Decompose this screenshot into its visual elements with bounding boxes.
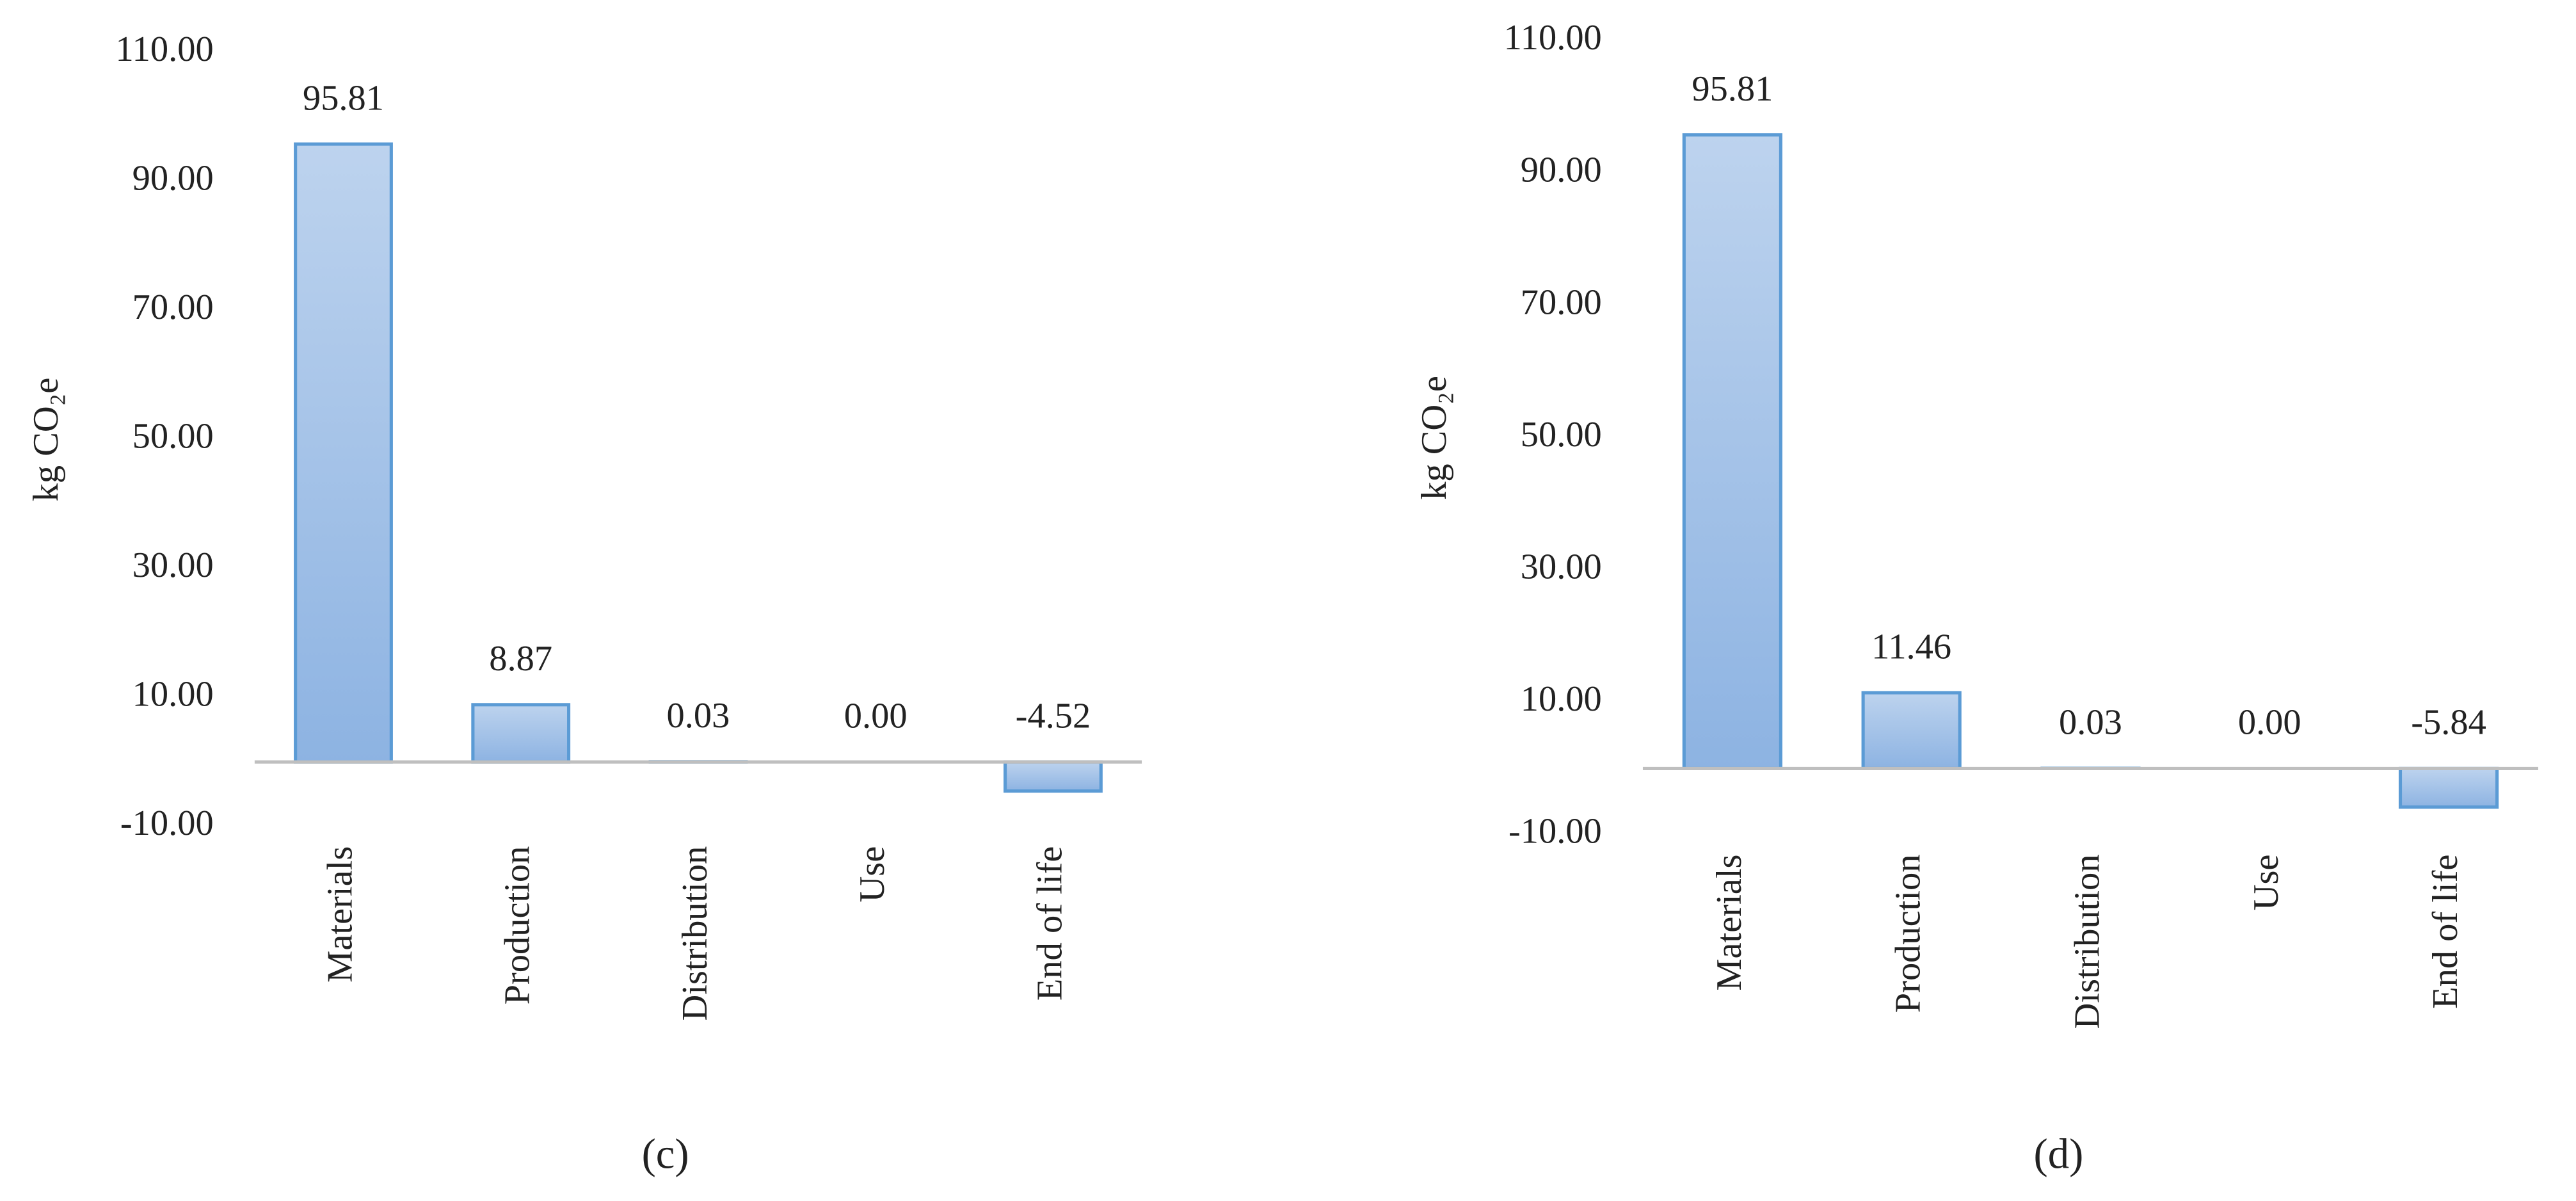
y-tick-label: 30.00 <box>132 545 214 585</box>
y-tick-label: 90.00 <box>132 159 214 198</box>
caption: (c) <box>642 1131 689 1178</box>
x-tick-label: Materials <box>1709 855 1749 991</box>
x-tick-label: End of life <box>2426 855 2465 1009</box>
bar <box>2398 766 2499 809</box>
bar <box>1004 760 1103 793</box>
data-label: 11.46 <box>1871 627 1951 666</box>
x-tick-label: Production <box>1889 855 1928 1013</box>
data-label: 0.00 <box>2238 703 2301 743</box>
x-tick-label: Use <box>2246 855 2286 911</box>
bar <box>1861 691 1962 770</box>
y-tick-label: 10.00 <box>1521 679 1602 719</box>
y-tick-label: 90.00 <box>1521 150 1602 190</box>
y-tick-label: 10.00 <box>132 674 214 714</box>
y-tick-label: 110.00 <box>116 29 214 69</box>
y-tick-label: -10.00 <box>1508 812 1602 851</box>
data-label: 0.03 <box>2059 702 2122 742</box>
data-label: 95.81 <box>303 78 384 118</box>
x-tick-label: Production <box>498 846 538 1005</box>
y-tick-label: 50.00 <box>132 416 214 456</box>
data-label: 0.03 <box>667 696 730 736</box>
y-tick-label: 30.00 <box>1521 547 1602 586</box>
bar <box>471 703 571 764</box>
data-label: 8.87 <box>489 639 552 679</box>
y-axis-label: kg CO₂e <box>26 378 66 502</box>
y-tick-label: 110.00 <box>1504 18 1602 58</box>
data-label: -5.84 <box>2411 703 2486 743</box>
x-tick-label: Distribution <box>2067 855 2107 1029</box>
x-tick-label: Distribution <box>675 846 715 1021</box>
x-tick-label: Use <box>852 846 892 903</box>
x-tick-label: Materials <box>320 846 360 983</box>
data-label: 0.00 <box>844 696 908 736</box>
y-tick-label: 50.00 <box>1521 415 1602 455</box>
caption: (d) <box>2034 1131 2084 1178</box>
x-tick-label: End of life <box>1030 846 1069 1001</box>
bar <box>294 142 393 764</box>
y-tick-label: 70.00 <box>1521 282 1602 322</box>
data-label: -4.52 <box>1016 696 1091 736</box>
y-tick-label: -10.00 <box>120 803 214 843</box>
y-axis-label: kg CO₂e <box>1414 376 1454 500</box>
data-label: 95.81 <box>1692 69 1773 109</box>
bar <box>1682 133 1782 770</box>
y-tick-label: 70.00 <box>132 287 214 327</box>
